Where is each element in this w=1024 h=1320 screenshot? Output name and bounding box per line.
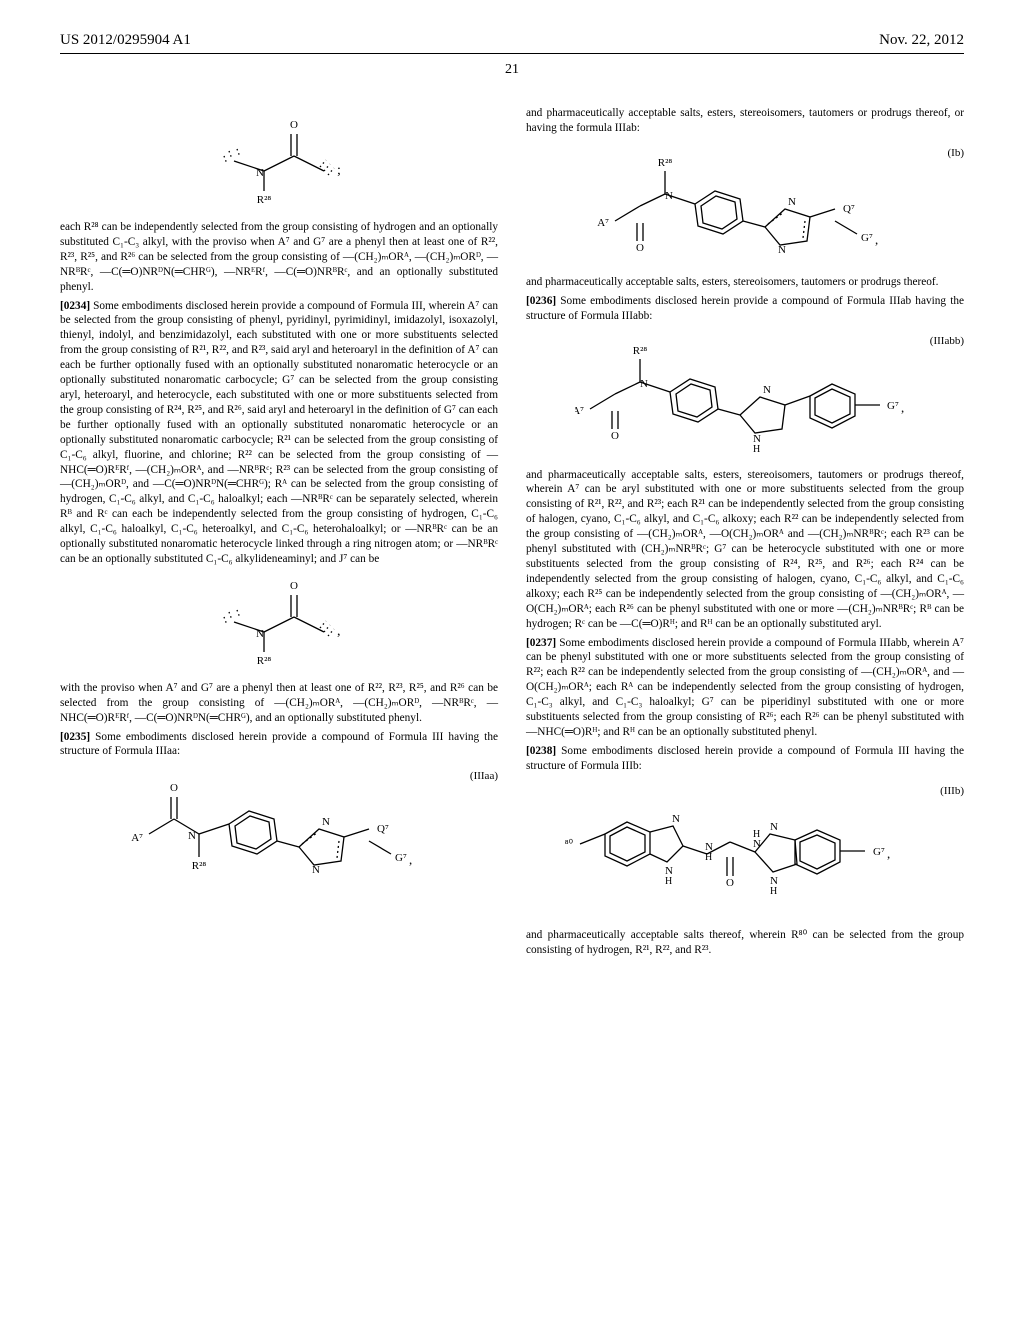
IIIaa-N2: N: [322, 816, 330, 828]
rc-p1: and pharmaceutically acceptable salts, e…: [526, 106, 964, 136]
para-0234-after: with the proviso when A⁷ and G⁷ are a ph…: [60, 681, 498, 726]
IIIb-H2link: H: [753, 829, 760, 840]
para-0236: [0236] Some embodiments disclosed herein…: [526, 294, 964, 324]
para-0235-body: Some embodiments disclosed herein provid…: [60, 731, 498, 758]
right-column: and pharmaceutically acceptable salts, e…: [526, 106, 964, 961]
formula-IIIaa-label: (IIIaa): [470, 769, 498, 784]
para-num-0237: [0237]: [526, 637, 556, 649]
nitrogen-label: N: [256, 167, 264, 179]
IIIb-R80: R⁸⁰: [565, 838, 574, 850]
r28-label-2: R²⁸: [257, 655, 272, 667]
Ib-comma: ,: [875, 232, 878, 247]
IIIaa-O: O: [170, 782, 178, 794]
left-column: O N R²⁸ ; each R²⁸ can be independently …: [60, 106, 498, 961]
page-header: US 2012/0295904 A1 Nov. 22, 2012: [60, 32, 964, 54]
IIIaa-N: N: [188, 830, 196, 842]
Ib-N3: N: [778, 244, 786, 256]
para-0235: [0235] Some embodiments disclosed herein…: [60, 730, 498, 760]
formula-Ib-label: (Ib): [948, 146, 965, 161]
IIIb-N1: N: [672, 813, 680, 825]
page-number: 21: [60, 62, 964, 78]
IIIabb-H: H: [753, 444, 760, 454]
IIIaa-A7: A⁷: [131, 832, 143, 844]
comma: ,: [337, 624, 341, 639]
formula-IIIabb-label: (IIIabb): [930, 334, 964, 349]
IIIabb-N: N: [640, 378, 648, 390]
para-num-0234: [0234]: [60, 300, 90, 312]
formula-Ib: (Ib): [526, 146, 964, 261]
two-column-body: O N R²⁸ ; each R²⁸ can be independently …: [60, 106, 964, 961]
oxygen-label: O: [290, 119, 298, 131]
patent-page: US 2012/0295904 A1 Nov. 22, 2012 21: [0, 0, 1024, 1001]
Ib-Q7: Q⁷: [843, 203, 855, 215]
formula-IIIaa-svg: O A⁷ N R²⁸ N N Q⁷ G⁷ ,: [129, 769, 429, 884]
IIIb-H-link: H: [705, 852, 712, 863]
IIIb-N2: N: [770, 821, 778, 833]
IIIabb-R28: R²⁸: [633, 345, 648, 357]
Ib-R28: R²⁸: [658, 157, 673, 169]
para-0237-body: Some embodiments disclosed herein provid…: [526, 637, 964, 738]
oxygen-label-2: O: [290, 580, 298, 592]
formula-IIIaa: (IIIaa): [60, 769, 498, 884]
para-0234-intro: each R²⁸ can be independently selected f…: [60, 220, 498, 295]
para-0238-body: Some embodiments disclosed herein provid…: [526, 745, 964, 772]
IIIb-comma: ,: [887, 846, 890, 861]
para-0234-body: Some embodiments disclosed herein provid…: [60, 300, 498, 565]
nitrogen-label-2: N: [256, 628, 264, 640]
chem-fragment-2: O N R²⁸ ,: [60, 577, 498, 667]
Ib-N2: N: [788, 196, 796, 208]
semicolon: ;: [337, 163, 341, 178]
patent-id: US 2012/0295904 A1: [60, 32, 191, 49]
IIIaa-R28: R²⁸: [192, 860, 207, 872]
chem-fragment-2-svg: O N R²⁸ ,: [209, 577, 349, 667]
chem-fragment-1-svg: O N R²⁸ ;: [209, 116, 349, 206]
para-0236-body: Some embodiments disclosed herein provid…: [526, 295, 964, 322]
IIIabb-O: O: [611, 430, 619, 442]
para-0237: [0237] Some embodiments disclosed herein…: [526, 636, 964, 740]
IIIabb-G7: G⁷: [887, 400, 899, 412]
formula-Ib-svg: A⁷ O N R²⁸ N N Q⁷ G⁷ ,: [595, 146, 895, 261]
IIIb-H2: H: [770, 886, 777, 897]
para-0238: [0238] Some embodiments disclosed herein…: [526, 744, 964, 774]
IIIaa-N3: N: [312, 864, 320, 876]
para-0234: [0234] Some embodiments disclosed herein…: [60, 299, 498, 567]
patent-date: Nov. 22, 2012: [879, 32, 964, 49]
Ib-O: O: [636, 242, 644, 254]
IIIabb-N2: N: [763, 384, 771, 396]
r28-label: R²⁸: [257, 194, 272, 206]
IIIabb-comma: ,: [901, 400, 904, 415]
IIIb-O: O: [726, 877, 734, 889]
rc-p4: and pharmaceutically acceptable salts th…: [526, 928, 964, 958]
chem-fragment-1: O N R²⁸ ;: [60, 116, 498, 206]
IIIabb-A7: A⁷: [575, 405, 584, 417]
formula-IIIb-svg: R⁸⁰ N N H N H O N H N N H G⁷ ,: [565, 784, 925, 914]
para-num-0236: [0236]: [526, 295, 556, 307]
IIIaa-comma: ,: [409, 852, 412, 867]
formula-IIIabb-svg: A⁷ O N R²⁸ N N H G⁷ ,: [575, 334, 915, 454]
rc-p2: and pharmaceutically acceptable salts, e…: [526, 275, 964, 290]
Ib-G7: G⁷: [861, 232, 873, 244]
para-num-0235: [0235]: [60, 731, 90, 743]
formula-IIIb: (IIIb): [526, 784, 964, 914]
Ib-N: N: [665, 190, 673, 202]
IIIaa-G7: G⁷: [395, 852, 407, 864]
IIIb-H1: H: [665, 876, 672, 887]
formula-IIIb-label: (IIIb): [940, 784, 964, 799]
rc-p3: and pharmaceutically acceptable salts, e…: [526, 468, 964, 632]
Ib-A7: A⁷: [597, 217, 609, 229]
IIIaa-Q7: Q⁷: [377, 823, 389, 835]
para-num-0238: [0238]: [526, 745, 556, 757]
IIIb-G7: G⁷: [873, 846, 885, 858]
formula-IIIabb: (IIIabb): [526, 334, 964, 454]
